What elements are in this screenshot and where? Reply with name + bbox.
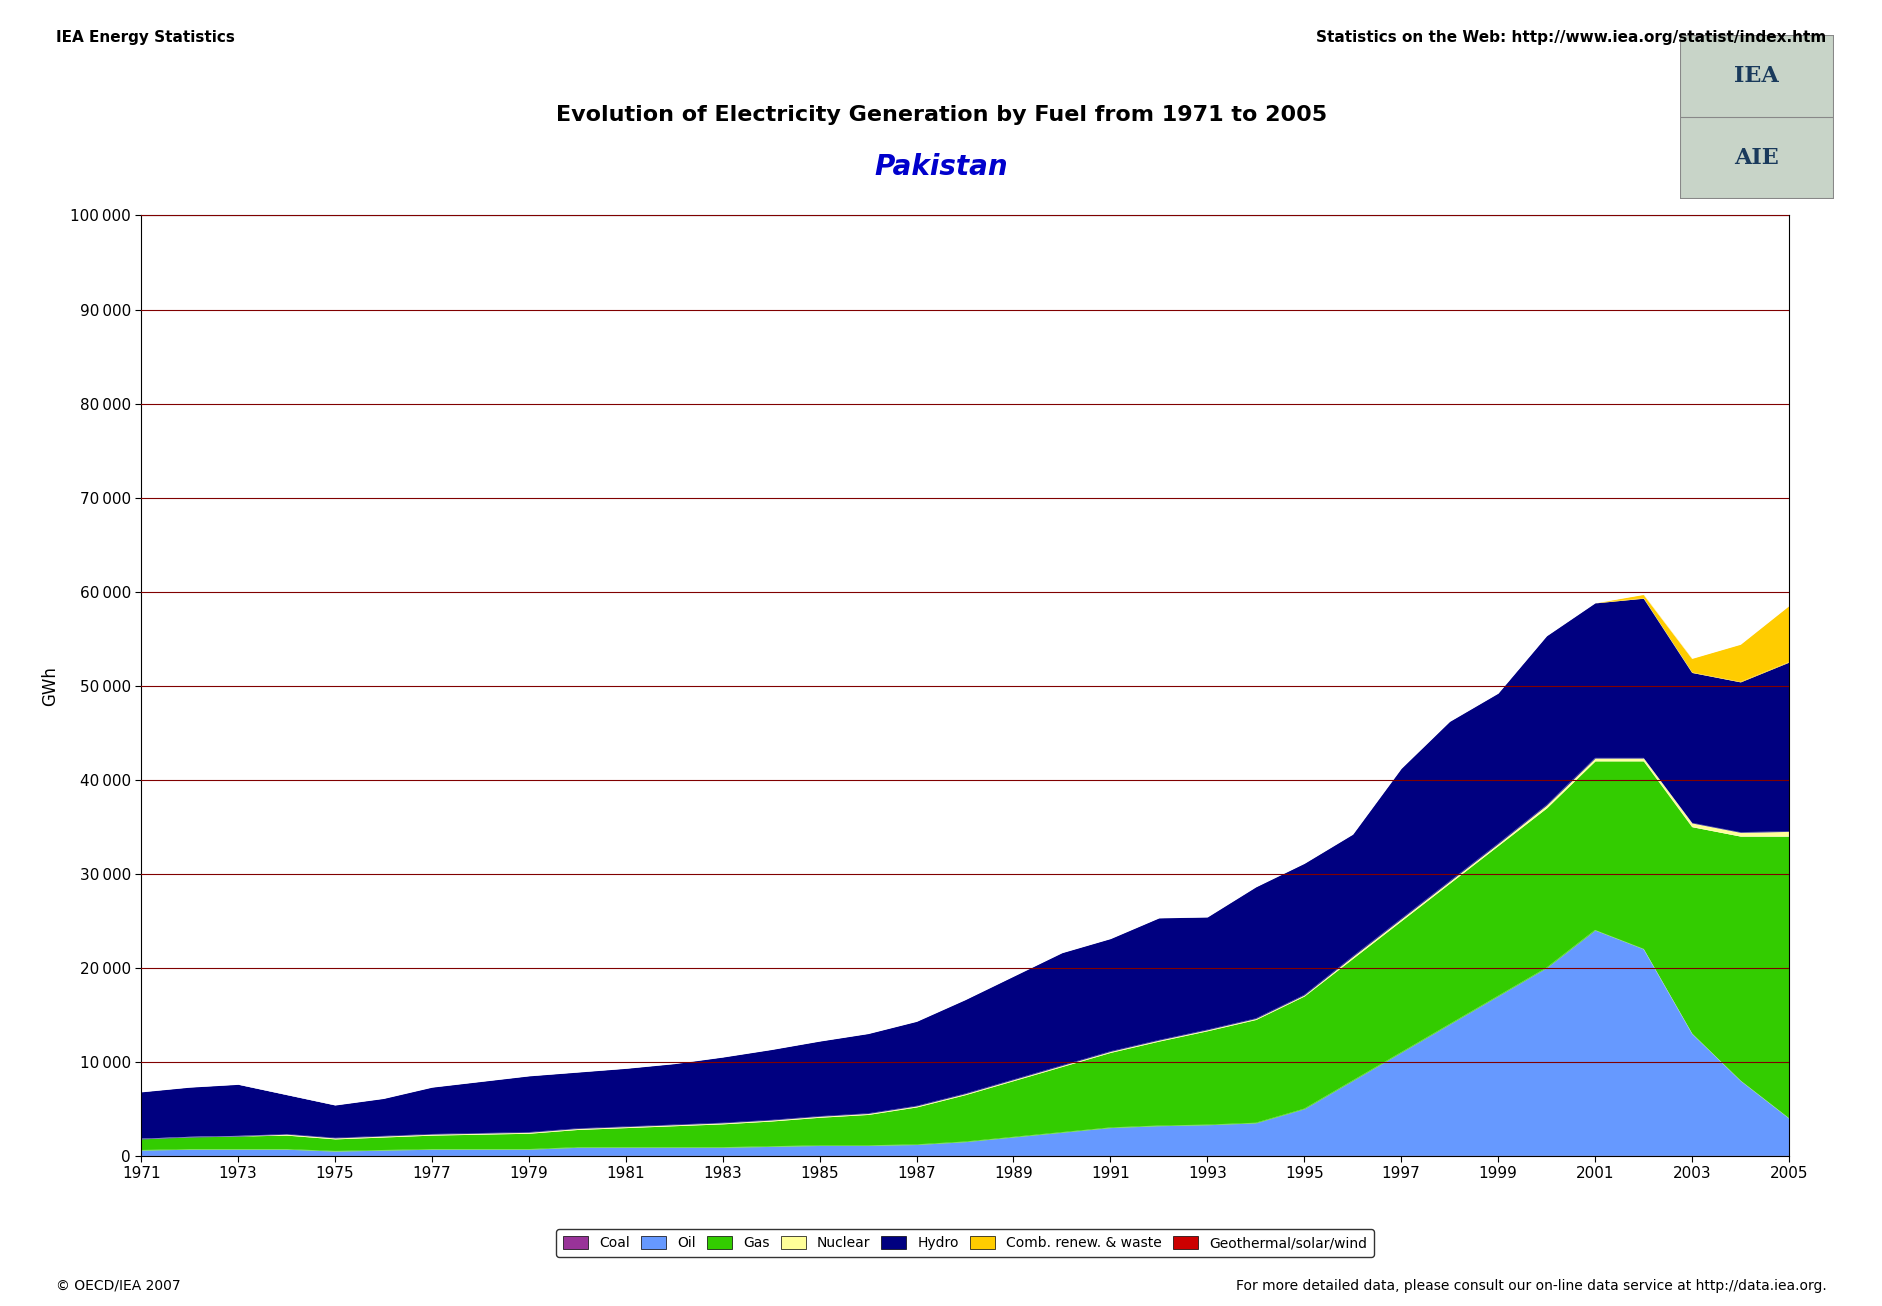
Text: IEA Energy Statistics: IEA Energy Statistics (56, 30, 235, 44)
Text: Evolution of Electricity Generation by Fuel from 1971 to 2005: Evolution of Electricity Generation by F… (555, 104, 1327, 125)
Y-axis label: GWh: GWh (41, 666, 58, 705)
Text: Statistics on the Web: http://www.iea.org/statist/index.htm: Statistics on the Web: http://www.iea.or… (1316, 30, 1826, 44)
Bar (1679, 116, 1833, 199)
Legend: Coal, Oil, Gas, Nuclear, Hydro, Comb. renew. & waste, Geothermal/solar/wind: Coal, Oil, Gas, Nuclear, Hydro, Comb. re… (555, 1229, 1374, 1256)
Text: © OECD/IEA 2007: © OECD/IEA 2007 (56, 1279, 181, 1293)
Bar (1679, 35, 1833, 116)
Text: For more detailed data, please consult our on-line data service at http://data.i: For more detailed data, please consult o… (1235, 1279, 1826, 1293)
Text: IEA: IEA (1733, 65, 1778, 88)
Text: Pakistan: Pakistan (875, 153, 1007, 182)
Text: AIE: AIE (1733, 146, 1778, 168)
